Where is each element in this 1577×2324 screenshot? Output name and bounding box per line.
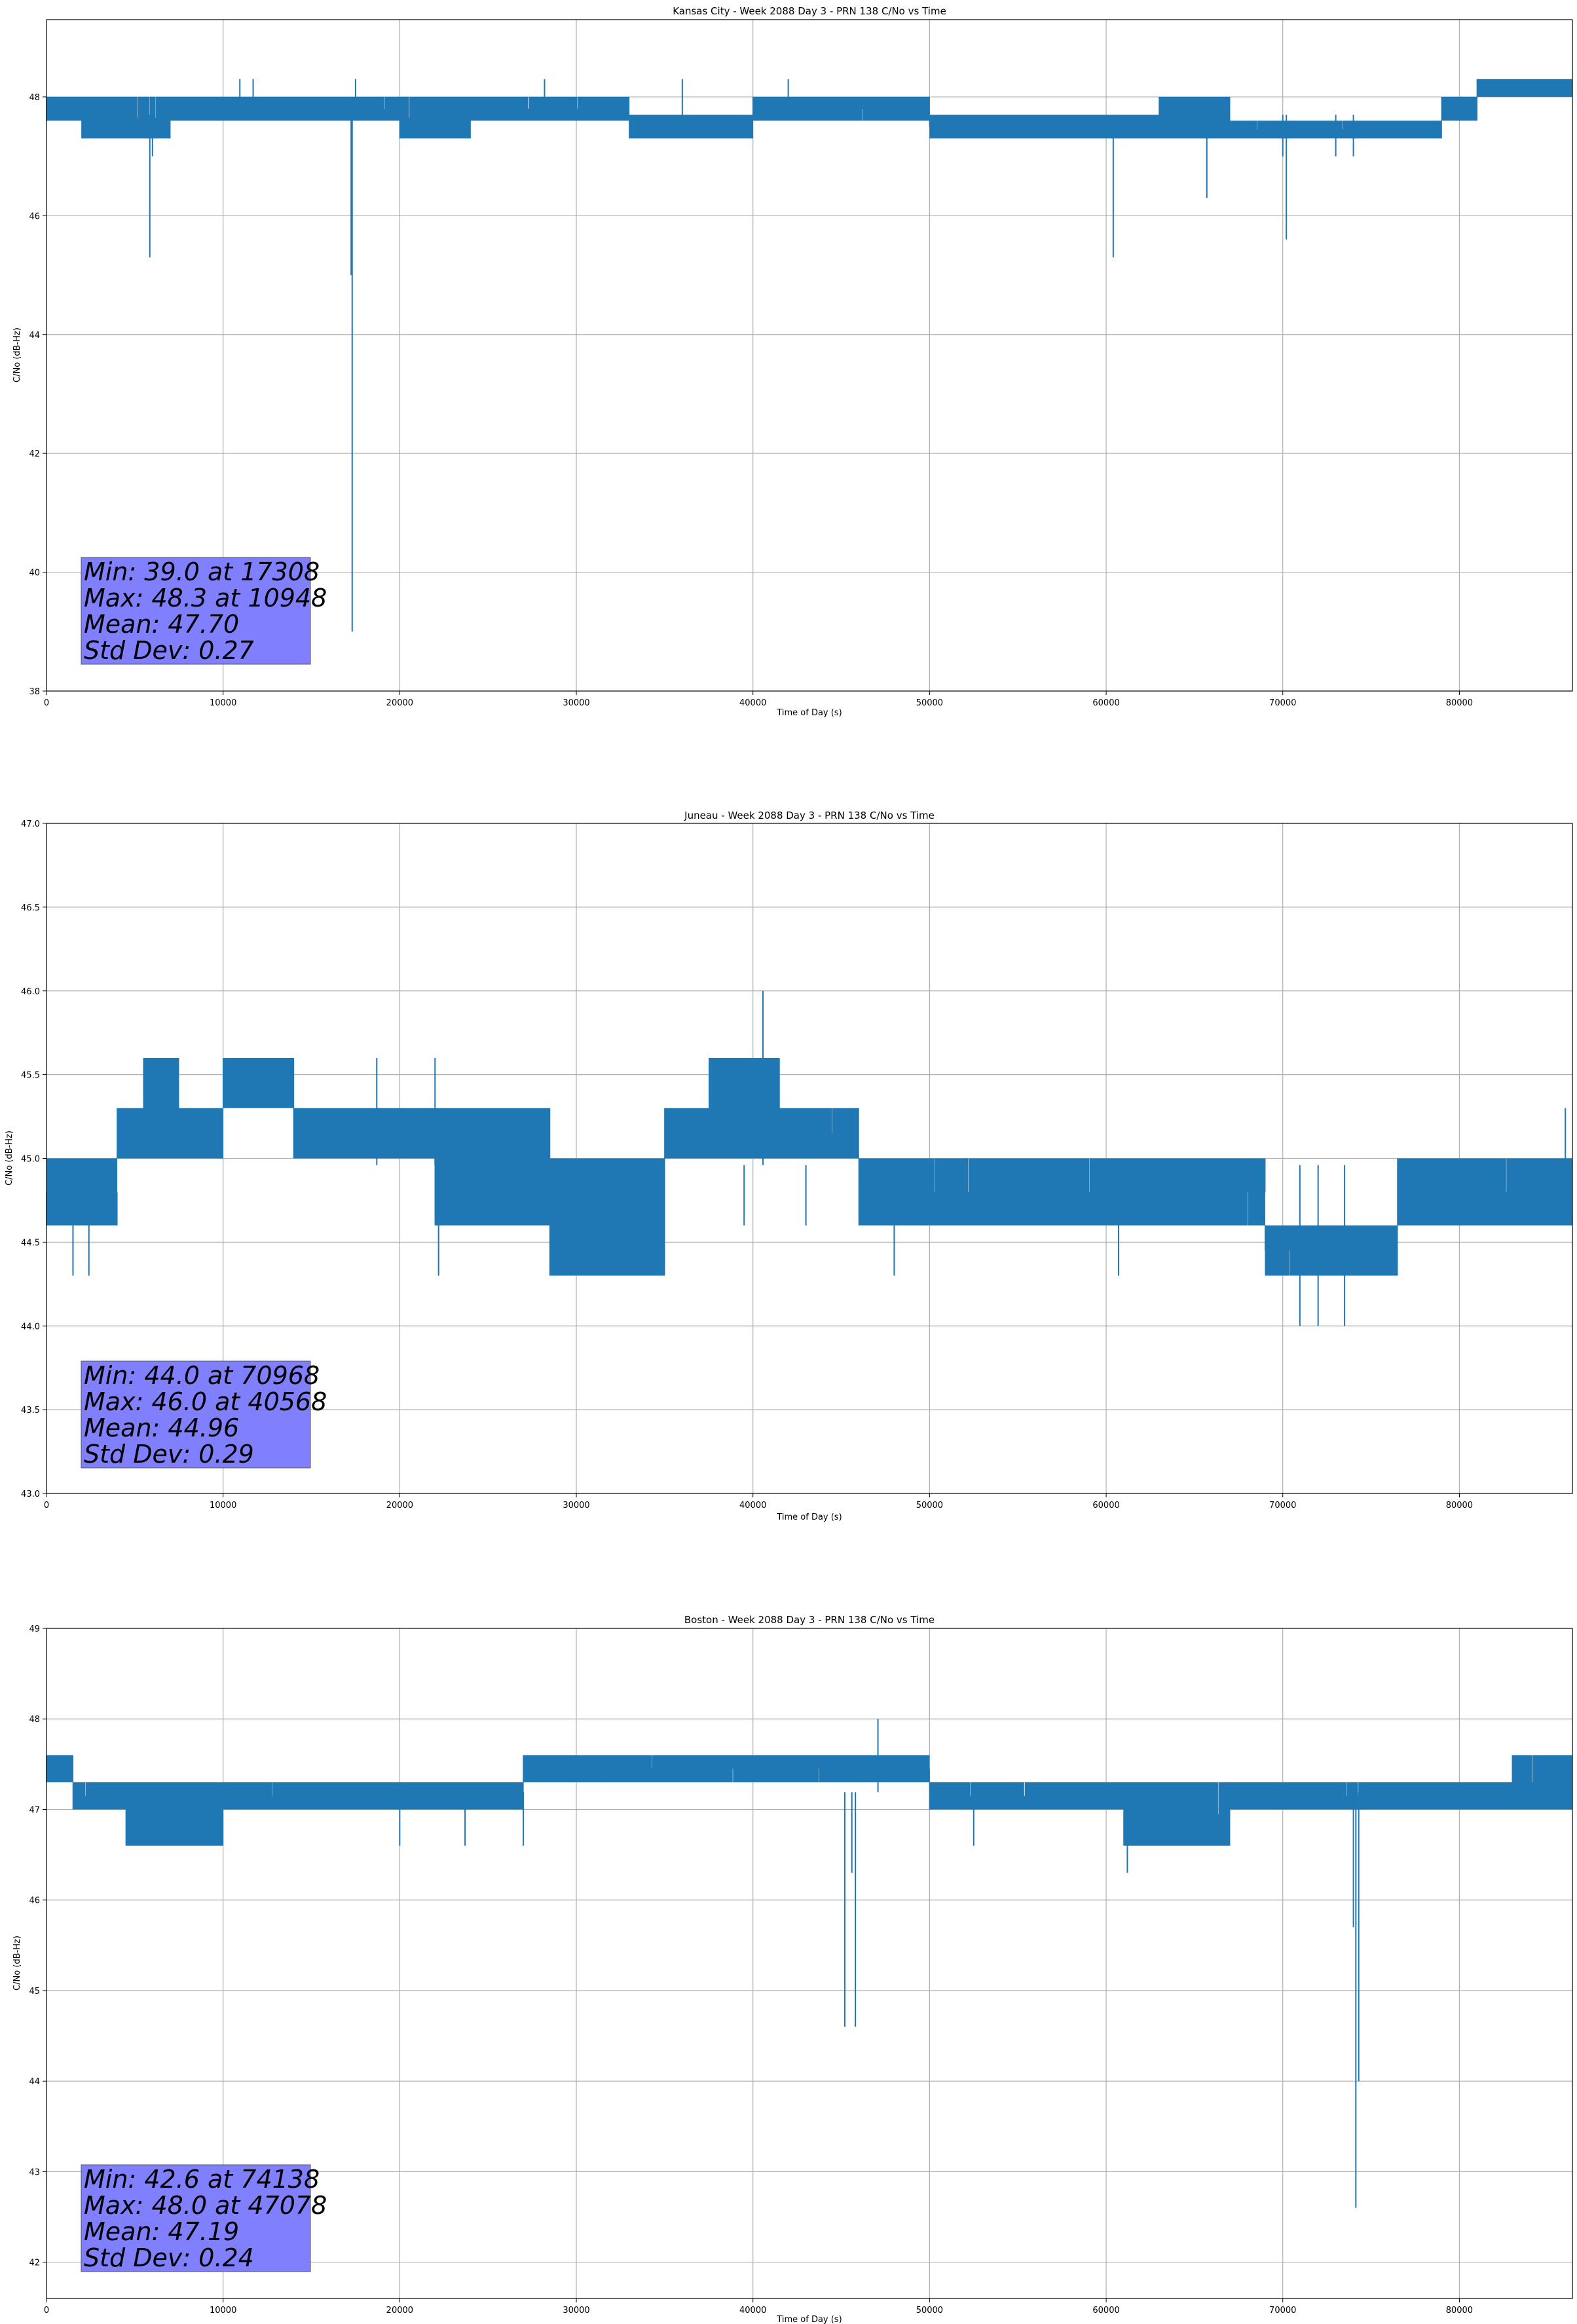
x-tick-label: 60000 xyxy=(1092,698,1119,708)
x-tick-label: 40000 xyxy=(739,1501,766,1510)
stats-box: Min: 39.0 at 17308 Max: 48.3 at 10948 Me… xyxy=(81,557,327,665)
x-tick-label: 80000 xyxy=(1446,2306,1473,2315)
series-cno xyxy=(46,79,1573,632)
stat-max: Max: 48.0 at 47078 xyxy=(84,2191,327,2220)
y-axis-label: C/No (dB-Hz) xyxy=(5,1131,14,1186)
y-tick-label: 48 xyxy=(29,93,40,103)
y-tick-label: 44 xyxy=(29,331,40,341)
stat-min: Min: 39.0 at 17308 xyxy=(84,557,320,586)
y-tick-label: 47 xyxy=(29,1805,40,1815)
chart-kansas-city: Kansas City - Week 2088 Day 3 - PRN 138 … xyxy=(12,5,1573,718)
y-tick-label: 46 xyxy=(29,1896,40,1906)
stat-std: Std Dev: 0.29 xyxy=(84,1440,254,1469)
stat-std: Std Dev: 0.24 xyxy=(84,2243,254,2272)
x-tick-label: 50000 xyxy=(916,2306,943,2315)
y-axis-label: C/No (dB-Hz) xyxy=(12,328,22,383)
x-axis-label: Time of Day (s) xyxy=(776,2315,842,2324)
y-tick-label: 46 xyxy=(29,212,40,221)
x-tick-label: 10000 xyxy=(210,1501,236,1510)
x-tick-label: 20000 xyxy=(386,1501,413,1510)
chart-title: Boston - Week 2088 Day 3 - PRN 138 C/No … xyxy=(684,1614,935,1626)
x-tick-label: 0 xyxy=(44,2306,49,2315)
y-tick-label: 46.0 xyxy=(21,987,40,997)
x-tick-label: 70000 xyxy=(1269,698,1296,708)
y-tick-label: 45.0 xyxy=(21,1155,40,1165)
y-tick-label: 38 xyxy=(29,687,40,697)
y-tick-label: 42 xyxy=(29,449,40,459)
y-tick-label: 43.0 xyxy=(21,1490,40,1499)
y-tick-label: 49 xyxy=(29,1624,40,1634)
x-tick-label: 40000 xyxy=(739,2306,766,2315)
y-tick-label: 43 xyxy=(29,2167,40,2177)
stat-min: Min: 44.0 at 70968 xyxy=(84,1361,320,1390)
stats-box: Min: 44.0 at 70968 Max: 46.0 at 40568 Me… xyxy=(81,1360,327,1469)
y-tick-label: 42 xyxy=(29,2258,40,2268)
y-tick-label: 44.0 xyxy=(21,1322,40,1332)
x-tick-label: 70000 xyxy=(1269,2306,1296,2315)
x-tick-label: 20000 xyxy=(386,698,413,708)
x-tick-label: 80000 xyxy=(1446,1501,1473,1510)
stat-mean: Mean: 47.70 xyxy=(84,610,239,639)
x-axis-label: Time of Day (s) xyxy=(776,1512,842,1522)
x-tick-label: 60000 xyxy=(1092,1501,1119,1510)
chart-title: Kansas City - Week 2088 Day 3 - PRN 138 … xyxy=(673,5,946,17)
chart-juneau: Juneau - Week 2088 Day 3 - PRN 138 C/No … xyxy=(5,810,1573,1522)
stat-max: Max: 46.0 at 40568 xyxy=(84,1387,327,1416)
tick-labels: 0 10000 20000 30000 40000 50000 60000 70000 8000… xyxy=(21,819,1473,1510)
x-tick-label: 10000 xyxy=(210,2306,236,2315)
stat-mean: Mean: 47.19 xyxy=(84,2217,239,2246)
x-tick-label: 30000 xyxy=(563,698,589,708)
stats-box: Min: 42.6 at 74138 Max: 48.0 at 47078 Me… xyxy=(81,2164,327,2272)
axes-frame xyxy=(46,1628,1573,2299)
stat-mean: Mean: 44.96 xyxy=(84,1414,239,1442)
x-axis-label: Time of Day (s) xyxy=(776,708,842,718)
y-tick-label: 44 xyxy=(29,2077,40,2087)
x-tick-label: 30000 xyxy=(563,2306,589,2315)
y-tick-label: 47.0 xyxy=(21,819,40,829)
y-tick-label: 45.5 xyxy=(21,1071,40,1081)
y-axis-label: C/No (dB-Hz) xyxy=(12,1936,22,1991)
chart-title: Juneau - Week 2088 Day 3 - PRN 138 C/No … xyxy=(684,810,935,821)
tick-labels: 0 10000 20000 30000 40000 50000 60000 70000 8000… xyxy=(29,1624,1473,2315)
x-tick-label: 60000 xyxy=(1092,2306,1119,2315)
x-tick-label: 70000 xyxy=(1269,1501,1296,1510)
y-tick-label: 44.5 xyxy=(21,1238,40,1248)
x-tick-label: 50000 xyxy=(916,698,943,708)
y-tick-label: 48 xyxy=(29,1715,40,1725)
x-tick-label: 30000 xyxy=(563,1501,589,1510)
stat-min: Min: 42.6 at 74138 xyxy=(84,2165,320,2194)
axes-frame xyxy=(46,19,1573,692)
y-tick-label: 43.5 xyxy=(21,1406,40,1415)
x-tick-label: 20000 xyxy=(386,2306,413,2315)
chart-boston: Boston - Week 2088 Day 3 - PRN 138 C/No … xyxy=(12,1614,1573,2324)
y-tick-label: 45 xyxy=(29,1987,40,1996)
tick-labels: 0 10000 20000 30000 40000 50000 60000 70000 8000… xyxy=(29,93,1473,708)
stat-std: Std Dev: 0.27 xyxy=(84,636,254,665)
y-tick-label: 40 xyxy=(29,569,40,578)
x-tick-label: 10000 xyxy=(210,698,236,708)
series-cno xyxy=(46,1719,1573,2208)
x-tick-label: 0 xyxy=(44,1501,49,1510)
x-tick-label: 50000 xyxy=(916,1501,943,1510)
x-tick-label: 40000 xyxy=(739,698,766,708)
stat-max: Max: 48.3 at 10948 xyxy=(84,584,327,612)
y-tick-label: 46.5 xyxy=(21,903,40,913)
x-tick-label: 80000 xyxy=(1446,698,1473,708)
x-tick-label: 0 xyxy=(44,698,49,708)
